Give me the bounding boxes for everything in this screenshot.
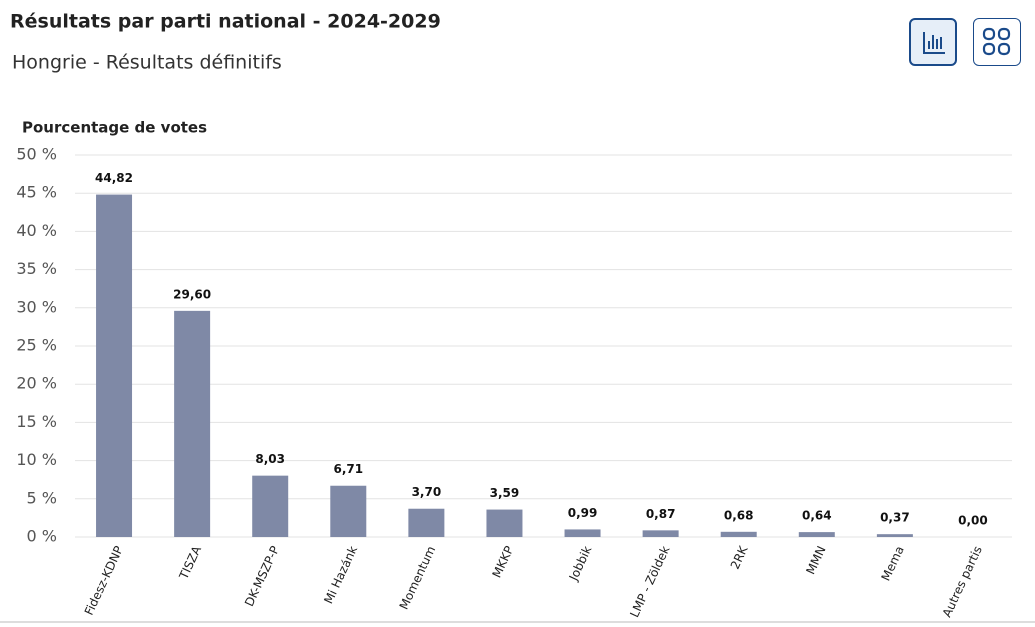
y-tick-label: 45 %	[16, 183, 57, 202]
bar	[564, 529, 601, 537]
x-tick-label: TISZA	[176, 543, 204, 582]
x-tick-label: MKKP	[490, 544, 517, 580]
y-tick-label: 25 %	[16, 336, 57, 355]
y-tick-label: 0 %	[27, 527, 57, 546]
bar	[486, 509, 523, 537]
x-tick-label: Fidesz-KDNP	[82, 544, 126, 618]
value-label: 0,64	[802, 509, 832, 523]
bar	[876, 534, 913, 537]
value-label: 0,99	[568, 506, 598, 520]
bar	[330, 485, 367, 537]
bar	[252, 475, 289, 537]
y-tick-label: 5 %	[27, 488, 57, 507]
chart-subtitle: Hongrie - Résultats définitifs	[12, 52, 282, 74]
y-tick-label: 40 %	[16, 221, 57, 240]
value-label: 8,03	[255, 452, 285, 466]
x-tick-label: 2RK	[728, 543, 751, 572]
bar	[96, 194, 133, 537]
x-tick-label: Autres partis	[940, 544, 985, 620]
chart-title: Résultats par parti national - 2024-2029	[10, 11, 441, 33]
grid-icon	[982, 27, 1011, 56]
value-label: 44,82	[95, 171, 133, 185]
x-tick-label: DK-MSZP-P	[242, 544, 282, 609]
x-tick-label: Jobbik	[566, 544, 595, 584]
bar	[408, 508, 445, 537]
bar-chart-icon	[923, 32, 945, 54]
y-tick-label: 15 %	[16, 412, 57, 431]
bar	[798, 532, 835, 537]
bar	[720, 531, 757, 537]
x-tick-label: Mi Hazánk	[321, 544, 360, 606]
value-label: 29,60	[173, 287, 211, 301]
value-label: 3,70	[412, 485, 442, 499]
value-label: 0,37	[880, 511, 910, 525]
value-label: 0,00	[958, 514, 988, 528]
x-tick-label: MMN	[803, 544, 828, 577]
x-tick-label: Mema	[879, 544, 907, 583]
value-label: 0,87	[646, 507, 676, 521]
y-tick-label: 35 %	[16, 259, 57, 278]
y-axis-title: Pourcentage de votes	[22, 119, 207, 137]
value-label: 3,59	[490, 486, 520, 500]
value-label: 6,71	[333, 462, 363, 476]
bar-chart-view-button[interactable]	[909, 18, 957, 66]
value-label: 0,68	[724, 508, 754, 522]
bar	[642, 530, 679, 537]
y-tick-label: 20 %	[16, 374, 57, 393]
y-tick-label: 50 %	[16, 145, 57, 164]
y-tick-label: 10 %	[16, 450, 57, 469]
bar	[174, 310, 211, 537]
x-tick-label: LMP - Zöldek	[627, 544, 672, 620]
grid-view-button[interactable]	[973, 18, 1021, 66]
y-tick-label: 30 %	[16, 297, 57, 316]
x-tick-label: Momentum	[397, 544, 439, 612]
